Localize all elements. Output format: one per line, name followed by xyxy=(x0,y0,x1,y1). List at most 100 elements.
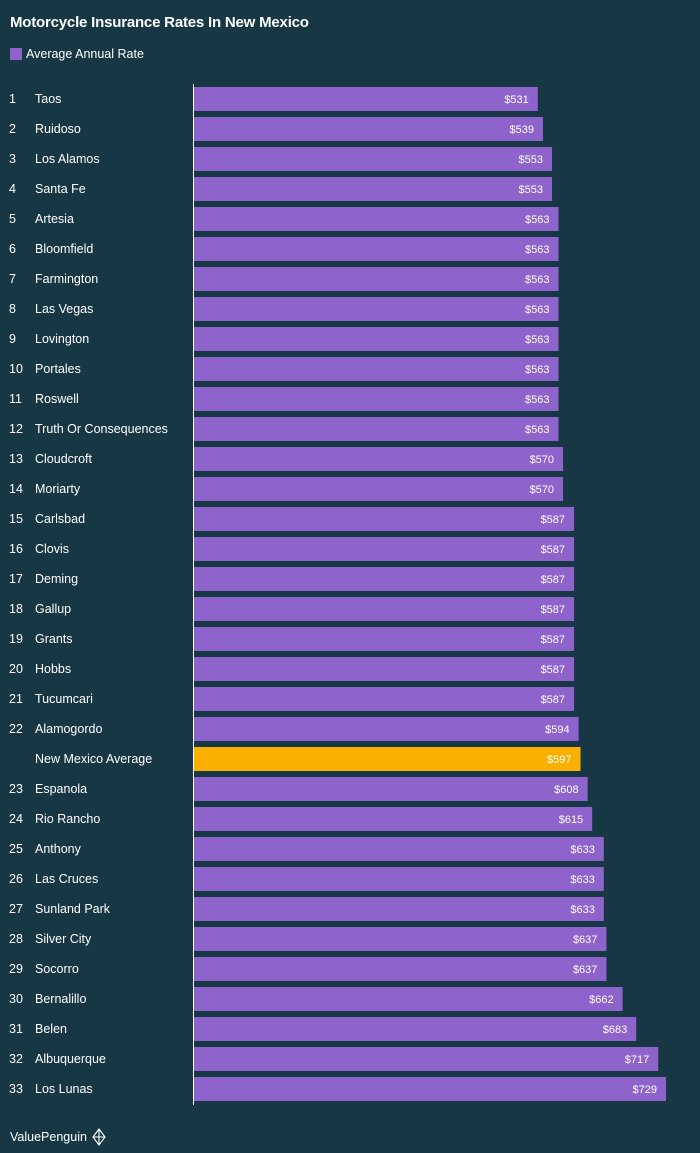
rank-label: 16 xyxy=(9,542,23,556)
rank-label: 14 xyxy=(9,482,23,496)
rank-label: 28 xyxy=(9,932,23,946)
bar-row: 15 Carlsbad $587 xyxy=(9,507,575,531)
bar xyxy=(194,1047,659,1071)
rank-label: 33 xyxy=(9,1082,23,1096)
rank-label: 11 xyxy=(9,392,22,406)
category-label: Sunland Park xyxy=(35,902,111,916)
bar-row: 19 Grants $587 xyxy=(9,627,575,651)
bar xyxy=(194,447,564,471)
rank-label: 12 xyxy=(9,422,23,436)
category-label: Silver City xyxy=(35,932,92,946)
rank-label: 22 xyxy=(9,722,23,736)
category-label: Santa Fe xyxy=(35,182,86,196)
category-label: Clovis xyxy=(35,542,69,556)
bar xyxy=(194,87,538,111)
value-label: $587 xyxy=(541,634,565,646)
category-label: Belen xyxy=(35,1022,67,1036)
category-label: Bloomfield xyxy=(35,242,93,256)
category-label: Bernalillo xyxy=(35,992,86,1006)
category-label: Cloudcroft xyxy=(35,452,92,466)
bar-row: 9 Lovington $563 xyxy=(9,327,559,351)
bar xyxy=(194,387,559,411)
category-label: Portales xyxy=(35,362,81,376)
bar-row: 13 Cloudcroft $570 xyxy=(9,447,564,471)
rank-label: 32 xyxy=(9,1052,23,1066)
chart-title: Motorcycle Insurance Rates In New Mexico xyxy=(10,14,309,31)
value-label: $563 xyxy=(525,304,549,316)
value-label: $570 xyxy=(530,484,554,496)
bar xyxy=(194,417,559,441)
value-label: $563 xyxy=(525,244,549,256)
value-label: $563 xyxy=(525,394,549,406)
bar-row: 1 Taos $531 xyxy=(9,87,538,111)
rank-label: 30 xyxy=(9,992,23,1006)
bar xyxy=(194,927,607,951)
rank-label: 23 xyxy=(9,782,23,796)
rank-label: 5 xyxy=(9,212,16,226)
rank-label: 10 xyxy=(9,362,23,376)
value-label: $597 xyxy=(547,754,571,766)
bar-row: 7 Farmington $563 xyxy=(9,267,559,291)
value-label: $729 xyxy=(633,1084,657,1096)
bar xyxy=(194,507,575,531)
legend-swatch xyxy=(10,48,22,60)
bar-row: 14 Moriarty $570 xyxy=(9,477,564,501)
value-label: $539 xyxy=(509,124,533,136)
average-bar xyxy=(194,747,581,771)
value-label: $570 xyxy=(530,454,554,466)
bar xyxy=(194,477,564,501)
category-label: Espanola xyxy=(35,782,87,796)
rank-label: 24 xyxy=(9,812,23,826)
value-label: $615 xyxy=(559,814,583,826)
category-label: Los Alamos xyxy=(35,152,100,166)
value-label: $553 xyxy=(519,184,543,196)
bar-row: 3 Los Alamos $553 xyxy=(9,147,553,171)
bar xyxy=(194,1077,666,1101)
category-label: Anthony xyxy=(35,842,82,856)
value-label: $587 xyxy=(541,574,565,586)
bar-row: 21 Tucumcari $587 xyxy=(9,687,575,711)
bar xyxy=(194,597,575,621)
bar-row: 4 Santa Fe $553 xyxy=(9,177,553,201)
category-label: Deming xyxy=(35,572,78,586)
bar-row: 23 Espanola $608 xyxy=(9,777,588,801)
valuepenguin-logo-icon xyxy=(92,1128,106,1146)
bar-row: 22 Alamogordo $594 xyxy=(9,717,579,741)
rank-label: 17 xyxy=(9,572,23,586)
value-label: $594 xyxy=(545,724,569,736)
value-label: $633 xyxy=(570,844,594,856)
bar-row: 6 Bloomfield $563 xyxy=(9,237,559,261)
bar xyxy=(194,327,559,351)
bar-row: 30 Bernalillo $662 xyxy=(9,987,623,1011)
value-label: $662 xyxy=(589,994,613,1006)
bar-row: New Mexico Average $597 xyxy=(35,747,581,771)
bar-row: 27 Sunland Park $633 xyxy=(9,897,604,921)
legend: Average Annual Rate xyxy=(10,47,144,61)
bar-row: 25 Anthony $633 xyxy=(9,837,604,861)
bar xyxy=(194,537,575,561)
category-label: Rio Rancho xyxy=(35,812,100,826)
bar xyxy=(194,357,559,381)
bar xyxy=(194,297,559,321)
value-label: $587 xyxy=(541,514,565,526)
rank-label: 18 xyxy=(9,602,23,616)
rank-label: 19 xyxy=(9,632,23,646)
rank-label: 2 xyxy=(9,122,16,136)
bar xyxy=(194,147,553,171)
bar-row: 5 Artesia $563 xyxy=(9,207,559,231)
bar-row: 24 Rio Rancho $615 xyxy=(9,807,593,831)
category-label: Las Vegas xyxy=(35,302,93,316)
category-label: Las Cruces xyxy=(35,872,98,886)
value-label: $587 xyxy=(541,694,565,706)
category-label: Socorro xyxy=(35,962,79,976)
value-label: $633 xyxy=(570,874,594,886)
category-label: Farmington xyxy=(35,272,98,286)
bar-row: 31 Belen $683 xyxy=(9,1017,637,1041)
value-label: $563 xyxy=(525,364,549,376)
category-label: Taos xyxy=(35,92,61,106)
category-label: Gallup xyxy=(35,602,71,616)
value-label: $563 xyxy=(525,424,549,436)
bar xyxy=(194,627,575,651)
category-label: Alamogordo xyxy=(35,722,102,736)
rank-label: 8 xyxy=(9,302,16,316)
